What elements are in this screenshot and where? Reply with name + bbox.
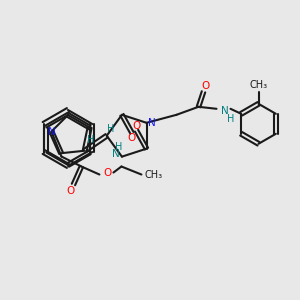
Text: H: H <box>227 114 234 124</box>
Text: H: H <box>107 124 114 134</box>
Text: O: O <box>66 185 75 196</box>
Text: N: N <box>220 106 228 116</box>
Text: CH₃: CH₃ <box>249 80 268 90</box>
Text: O: O <box>201 81 210 91</box>
Text: O: O <box>103 167 112 178</box>
Text: O: O <box>132 121 141 131</box>
Text: CH₃: CH₃ <box>144 169 163 179</box>
Text: N: N <box>48 127 55 136</box>
Text: N: N <box>112 149 120 159</box>
Text: H: H <box>115 142 123 152</box>
Text: N: N <box>148 118 155 128</box>
Text: H: H <box>87 135 94 145</box>
Text: O: O <box>128 133 136 143</box>
